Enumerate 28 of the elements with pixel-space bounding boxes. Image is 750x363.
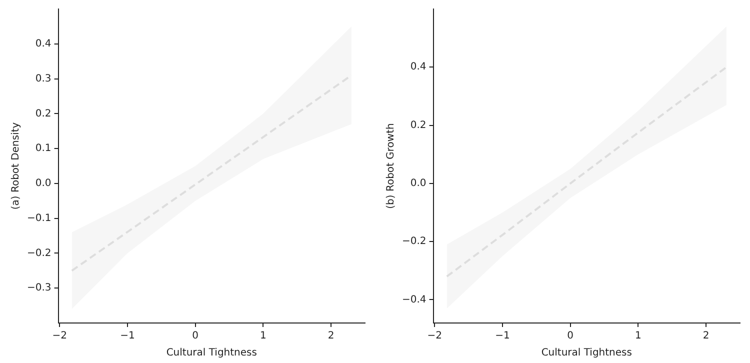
y-axis-title: (b) Robot Growth	[386, 123, 397, 209]
y-axis-title: (a) Robot Density	[10, 122, 22, 210]
x-tick-label: 0	[567, 330, 574, 342]
x-tick-label: −1	[495, 330, 510, 342]
x-tick-label: 1	[635, 330, 642, 342]
y-tick-label: 0.4	[410, 62, 426, 73]
x-axis-title: Cultural Tightness	[541, 348, 632, 359]
x-tick-label: −2	[427, 330, 442, 342]
x-tick-label: 2	[328, 330, 334, 342]
y-tick-label: −0.2	[402, 236, 426, 248]
x-tick-label: −1	[120, 330, 135, 342]
y-tick-label: 0.4	[35, 38, 52, 50]
y-tick-label: −0.2	[26, 248, 52, 259]
y-tick-label: −0.4	[402, 294, 426, 306]
y-tick-label: −0.3	[26, 282, 52, 294]
y-tick-label: 0.0	[35, 178, 52, 190]
x-tick-label: 0	[192, 330, 199, 342]
y-tick-label: 0.2	[35, 108, 52, 120]
y-tick-label: 0.1	[35, 143, 52, 154]
line-series	[446, 66, 728, 278]
x-axis-title: Cultural Tightness	[166, 348, 257, 359]
y-tick-label: 0.0	[410, 178, 426, 190]
y-tick-label: 0.3	[35, 73, 52, 84]
x-tick-label: −2	[52, 330, 68, 342]
y-tick-label: −0.1	[26, 212, 52, 224]
x-tick-label: 1	[260, 330, 266, 342]
y-tick-label: 0.2	[410, 120, 426, 131]
x-tick-label: 2	[702, 330, 710, 342]
